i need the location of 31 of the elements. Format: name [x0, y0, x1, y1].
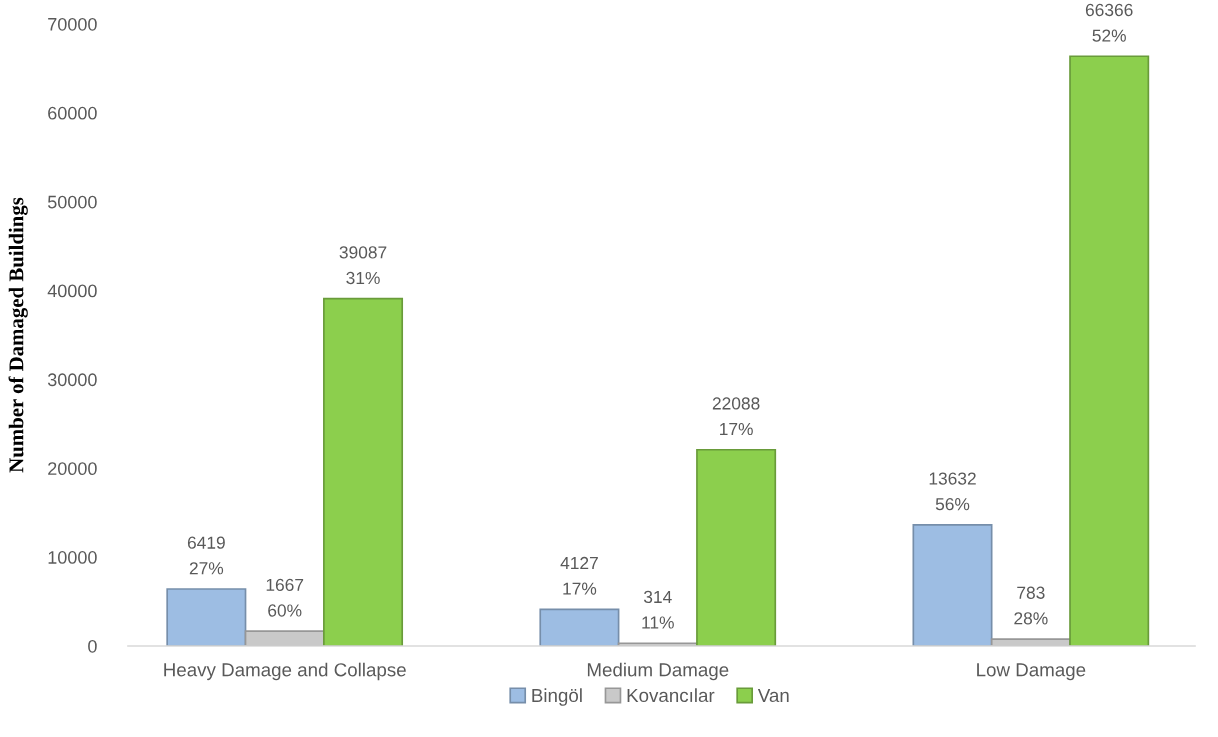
y-tick-label: 70000: [48, 17, 97, 31]
bar: [166, 588, 247, 646]
bar: [244, 630, 325, 646]
data-label: 314 11%: [642, 590, 674, 629]
x-tick-label: Heavy Damage and Collapse: [164, 662, 406, 681]
legend-label: Bingöl: [532, 688, 582, 706]
data-label: 783 28%: [1014, 586, 1048, 625]
bar: [539, 608, 620, 646]
data-label: 66366 52%: [1085, 3, 1133, 42]
data-label: 39087 31%: [339, 246, 387, 285]
data-label: 22088 17%: [712, 397, 760, 436]
legend-label: Kovancılar: [627, 688, 715, 703]
bar: [696, 448, 777, 646]
data-label: 1667 60%: [266, 578, 304, 617]
y-tick-label: 20000: [48, 462, 97, 476]
y-tick-label: 60000: [48, 106, 97, 120]
y-tick-label: 40000: [47, 284, 97, 298]
x-tick-label: Medium Damage: [587, 662, 729, 681]
bar: [323, 297, 404, 646]
y-tick-label: 30000: [47, 373, 97, 387]
bar: [1069, 55, 1150, 646]
y-tick-label: 10000: [48, 551, 97, 564]
y-axis-title: Number of Damaged Buildings: [8, 197, 28, 473]
y-tick-label: 50000: [47, 195, 97, 209]
data-label: 6419 27%: [187, 536, 225, 575]
data-label: 13632 56%: [929, 472, 976, 511]
bar: [912, 524, 993, 646]
data-label: 4127 17%: [560, 556, 598, 595]
x-tick-label: Low Damage: [977, 663, 1086, 681]
legend-label: Van: [757, 689, 789, 703]
y-tick-label: 0: [88, 639, 97, 653]
